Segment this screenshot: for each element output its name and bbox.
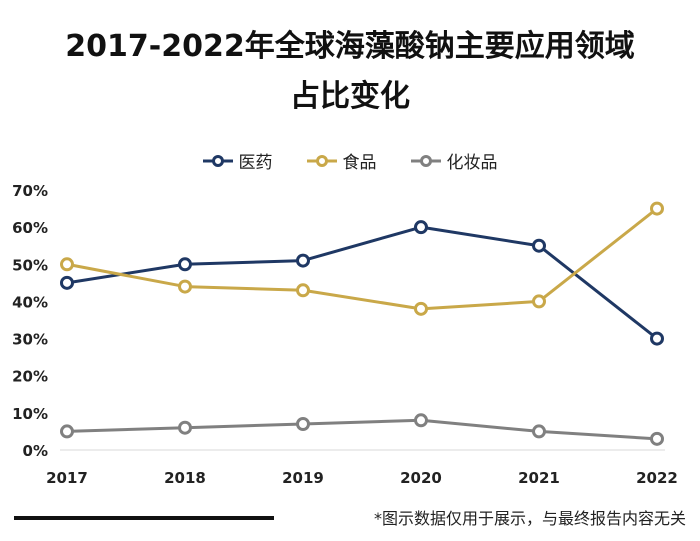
x-tick-label: 2018	[164, 469, 206, 487]
data-point-series-1	[650, 201, 664, 216]
data-point-series-1	[178, 279, 192, 294]
series-line-1	[66, 207, 658, 311]
data-point-series-0	[532, 238, 546, 253]
legend-label-cosmetics: 化妆品	[446, 153, 498, 173]
chart-title: 2017-2022年全球海藻酸钠主要应用领域 占比变化	[0, 22, 700, 122]
footer-divider	[14, 516, 274, 520]
legend-swatch-medicine	[202, 154, 233, 167]
y-tick-label: 20%	[12, 368, 48, 386]
x-tick-label: 2017	[46, 469, 88, 487]
y-tick-label: 40%	[12, 293, 48, 311]
legend: 医药 食品 化妆品	[0, 148, 700, 173]
x-tick-label: 2022	[636, 469, 678, 487]
data-point-series-1	[532, 294, 546, 309]
y-tick-label: 70%	[12, 182, 48, 200]
data-point-series-1	[296, 283, 310, 298]
y-tick-label: 0%	[23, 442, 48, 460]
y-tick-label: 10%	[12, 405, 48, 423]
footnote: *图示数据仅用于展示，与最终报告内容无关	[373, 509, 686, 528]
data-point-series-0	[650, 331, 664, 346]
x-tick-label: 2020	[400, 469, 442, 487]
legend-swatch-cosmetics	[410, 154, 441, 167]
x-tick-label: 2019	[282, 469, 324, 487]
series-line-2	[66, 418, 658, 441]
legend-item-cosmetics: 化妆品	[410, 148, 498, 173]
data-point-series-2	[414, 413, 428, 428]
data-point-series-1	[414, 301, 428, 316]
legend-label-food: 食品	[342, 153, 377, 173]
legend-item-medicine: 医药	[202, 148, 273, 173]
data-point-series-0	[60, 275, 74, 290]
chart-title-line2: 占比变化	[290, 79, 410, 114]
data-point-series-1	[60, 257, 74, 272]
data-point-series-2	[60, 424, 74, 439]
data-point-series-0	[414, 220, 428, 235]
data-point-series-2	[532, 424, 546, 439]
data-point-series-2	[178, 420, 192, 435]
series-line-0	[66, 225, 658, 340]
y-tick-label: 60%	[12, 219, 48, 237]
data-point-series-0	[296, 253, 310, 268]
x-tick-label: 2021	[518, 469, 560, 487]
y-tick-label: 50%	[12, 256, 48, 274]
y-tick-label: 30%	[12, 331, 48, 349]
legend-item-food: 食品	[306, 148, 377, 173]
data-point-series-2	[650, 431, 664, 446]
data-point-series-2	[296, 417, 310, 431]
legend-label-medicine: 医药	[238, 153, 273, 173]
chart-title-line1: 2017-2022年全球海藻酸钠主要应用领域	[65, 29, 635, 64]
data-point-series-0	[178, 257, 192, 272]
legend-swatch-food	[306, 154, 337, 167]
